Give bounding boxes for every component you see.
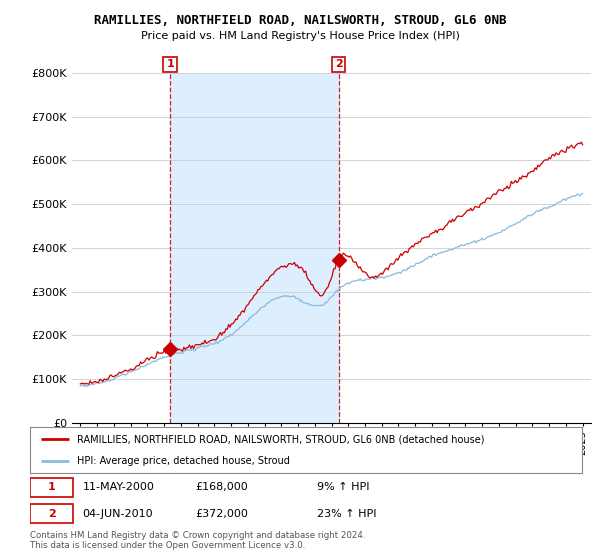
Text: RAMILLIES, NORTHFIELD ROAD, NAILSWORTH, STROUD, GL6 0NB (detached house): RAMILLIES, NORTHFIELD ROAD, NAILSWORTH, …	[77, 434, 484, 444]
FancyBboxPatch shape	[30, 478, 73, 497]
Text: 11-MAY-2000: 11-MAY-2000	[82, 482, 154, 492]
Text: 9% ↑ HPI: 9% ↑ HPI	[317, 482, 370, 492]
Text: 2: 2	[47, 509, 55, 519]
Text: 1: 1	[47, 482, 55, 492]
Text: Price paid vs. HM Land Registry's House Price Index (HPI): Price paid vs. HM Land Registry's House …	[140, 31, 460, 41]
Text: 2: 2	[335, 59, 343, 69]
Text: HPI: Average price, detached house, Stroud: HPI: Average price, detached house, Stro…	[77, 456, 290, 466]
Text: £168,000: £168,000	[196, 482, 248, 492]
Text: RAMILLIES, NORTHFIELD ROAD, NAILSWORTH, STROUD, GL6 0NB: RAMILLIES, NORTHFIELD ROAD, NAILSWORTH, …	[94, 14, 506, 27]
Text: 23% ↑ HPI: 23% ↑ HPI	[317, 509, 377, 519]
Text: 04-JUN-2010: 04-JUN-2010	[82, 509, 153, 519]
Bar	[170, 73, 338, 423]
FancyBboxPatch shape	[30, 504, 73, 524]
Text: £372,000: £372,000	[196, 509, 248, 519]
Text: 1: 1	[166, 59, 174, 69]
Text: Contains HM Land Registry data © Crown copyright and database right 2024.
This d: Contains HM Land Registry data © Crown c…	[30, 531, 365, 550]
